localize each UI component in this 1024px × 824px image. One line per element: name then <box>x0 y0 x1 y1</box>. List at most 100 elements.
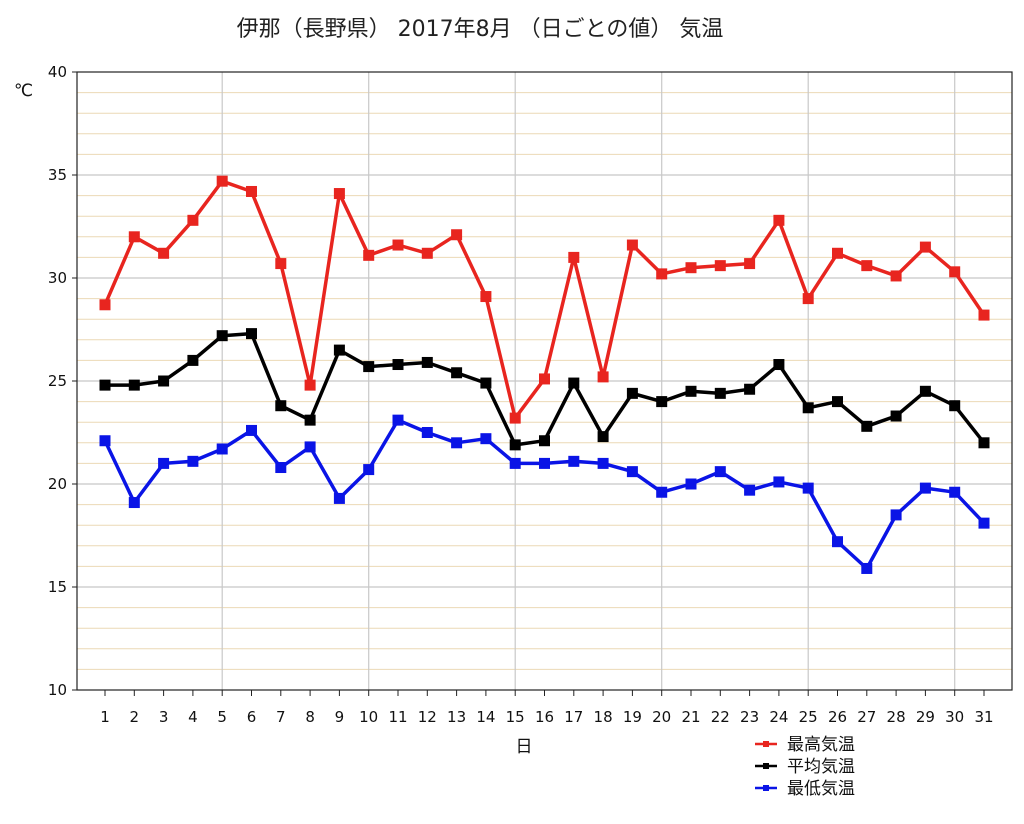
data-point <box>978 437 990 449</box>
data-point <box>128 231 140 243</box>
data-point <box>597 371 609 383</box>
data-point <box>626 466 638 478</box>
x-tick-label: 28 <box>887 708 906 726</box>
data-point <box>187 354 199 366</box>
data-point <box>656 486 668 498</box>
data-point <box>480 291 492 303</box>
legend-swatch-marker <box>763 741 769 747</box>
data-point <box>773 476 785 488</box>
x-tick-label: 31 <box>974 708 993 726</box>
x-tick-label: 9 <box>335 708 345 726</box>
data-point <box>187 455 199 467</box>
data-point <box>421 247 433 259</box>
data-point <box>509 439 521 451</box>
x-tick-label: 17 <box>564 708 583 726</box>
data-point <box>714 466 726 478</box>
x-tick-label: 18 <box>594 708 613 726</box>
data-point <box>158 247 170 259</box>
data-point <box>539 435 550 447</box>
y-tick-label: 20 <box>48 475 67 493</box>
data-point <box>275 400 287 412</box>
data-point <box>685 478 697 490</box>
x-tick-label: 19 <box>623 708 642 726</box>
data-point <box>919 241 931 253</box>
data-point <box>246 185 257 197</box>
data-point <box>656 268 668 280</box>
x-tick-label: 26 <box>828 708 847 726</box>
x-tick-label: 8 <box>305 708 315 726</box>
y-tick-label: 15 <box>48 578 67 596</box>
data-point <box>421 356 433 368</box>
data-point <box>802 293 814 305</box>
data-point <box>99 435 111 447</box>
data-point <box>158 457 170 469</box>
data-point <box>392 239 404 251</box>
data-point <box>392 359 404 371</box>
data-point <box>246 328 257 340</box>
legend-swatch-marker <box>763 763 769 769</box>
x-tick-label: 15 <box>506 708 525 726</box>
legend-label: 最高気温 <box>787 735 855 755</box>
x-tick-label: 12 <box>418 708 437 726</box>
data-point <box>392 414 404 426</box>
x-tick-label: 27 <box>857 708 876 726</box>
data-point <box>128 497 140 509</box>
x-tick-label: 30 <box>945 708 964 726</box>
x-tick-label: 10 <box>359 708 378 726</box>
y-tick-label: 40 <box>48 63 67 81</box>
data-point <box>861 562 873 574</box>
data-point <box>363 249 375 261</box>
data-point <box>949 486 961 498</box>
data-point <box>539 457 550 469</box>
data-point <box>773 214 785 226</box>
x-tick-label: 20 <box>652 708 671 726</box>
data-point <box>509 457 521 469</box>
data-point <box>333 492 345 504</box>
x-tick-label: 29 <box>916 708 935 726</box>
x-tick-label: 13 <box>447 708 466 726</box>
x-tick-label: 14 <box>476 708 495 726</box>
data-point <box>714 387 726 399</box>
data-point <box>832 247 843 259</box>
data-point <box>773 359 785 371</box>
data-point <box>685 262 697 274</box>
data-point <box>363 361 375 373</box>
data-point <box>216 443 228 455</box>
data-point <box>744 484 756 496</box>
x-tick-label: 1 <box>100 708 110 726</box>
x-tick-label: 23 <box>740 708 759 726</box>
data-point <box>626 387 638 399</box>
data-point <box>333 188 345 200</box>
legend-label: 最低気温 <box>787 779 855 799</box>
x-tick-label: 7 <box>276 708 286 726</box>
x-tick-label: 11 <box>388 708 407 726</box>
data-point <box>539 373 550 385</box>
series-group <box>99 175 990 574</box>
data-point <box>568 377 580 389</box>
data-point <box>451 367 463 379</box>
data-point <box>568 455 580 467</box>
x-tick-label: 21 <box>681 708 700 726</box>
data-point <box>99 299 111 311</box>
data-point <box>363 464 375 476</box>
data-point <box>597 431 609 443</box>
y-axis-label: ℃ <box>14 81 33 101</box>
data-point <box>216 175 228 187</box>
data-point <box>949 266 961 278</box>
legend-label: 平均気温 <box>787 757 855 777</box>
data-point <box>890 270 902 282</box>
x-tick-label: 6 <box>247 708 257 726</box>
data-point <box>304 441 316 453</box>
x-tick-label: 22 <box>711 708 730 726</box>
data-point <box>890 410 902 422</box>
data-point <box>275 258 287 270</box>
data-point <box>656 396 668 408</box>
data-point <box>304 414 316 426</box>
data-point <box>832 396 843 408</box>
data-point <box>861 260 873 272</box>
x-tick-label: 4 <box>188 708 198 726</box>
x-tick-label: 3 <box>159 708 169 726</box>
data-point <box>685 385 697 397</box>
